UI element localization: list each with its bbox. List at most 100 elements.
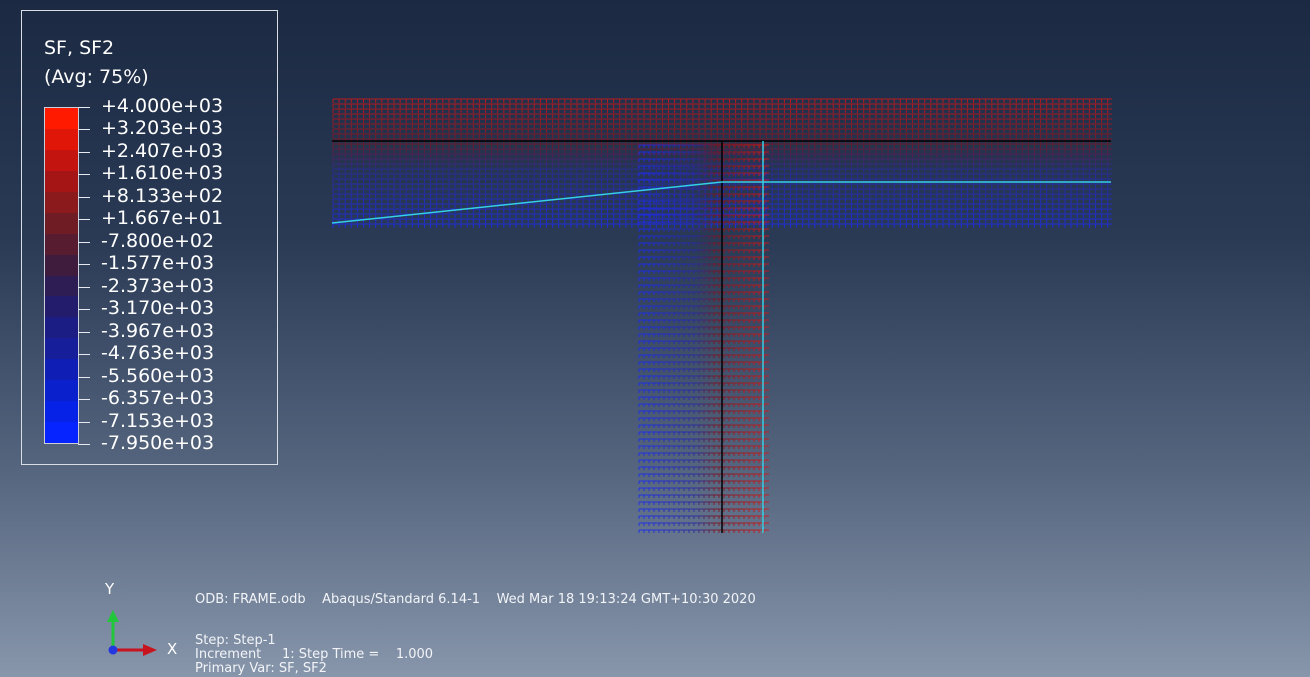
legend-label: -7.800e+02 bbox=[101, 230, 215, 252]
legend-label: -4.763e+03 bbox=[101, 342, 215, 364]
legend-swatch bbox=[45, 149, 78, 171]
x-axis-label: X bbox=[167, 640, 178, 658]
column-arrow-column bbox=[758, 144, 764, 533]
beam-arrow-row bbox=[332, 128, 1112, 133]
legend-label: -6.357e+03 bbox=[101, 387, 215, 409]
column-arrow-column bbox=[713, 144, 719, 533]
column-contour-plot bbox=[638, 144, 769, 533]
legend-label: +4.000e+03 bbox=[101, 95, 224, 117]
triad-axes bbox=[107, 610, 157, 656]
column-arrow-column bbox=[753, 144, 759, 533]
odb-info-line: ODB: FRAME.odb Abaqus/Standard 6.14-1 We… bbox=[195, 592, 756, 607]
legend-tick bbox=[78, 422, 90, 423]
column-arrow-column bbox=[693, 144, 699, 533]
legend-averaging: (Avg: 75%) bbox=[44, 66, 149, 88]
legend-label: -5.560e+03 bbox=[101, 365, 215, 387]
legend-swatch bbox=[45, 212, 78, 234]
legend-tick bbox=[78, 264, 90, 265]
column-arrow-column bbox=[728, 144, 734, 533]
legend-tick bbox=[78, 377, 90, 378]
beam-arrow-row bbox=[332, 98, 1112, 103]
legend-tick bbox=[78, 354, 90, 355]
column-arrow-column bbox=[748, 144, 754, 533]
column-arrow-column bbox=[763, 144, 769, 533]
beam-contour-plot bbox=[332, 98, 1112, 228]
step-info: Step: Step-1 Increment 1: Step Time = 1.0… bbox=[195, 634, 433, 676]
column-arrow-column bbox=[708, 144, 714, 533]
column-arrow-column bbox=[658, 144, 664, 533]
x-arrow-head bbox=[143, 644, 157, 656]
column-arrow-column bbox=[703, 144, 709, 533]
beam-arrow-row bbox=[332, 103, 1112, 108]
coordinate-triad: Y X bbox=[95, 580, 195, 660]
legend-tick bbox=[78, 242, 90, 243]
legend-label: +1.667e+01 bbox=[101, 207, 224, 229]
legend-label: +2.407e+03 bbox=[101, 140, 224, 162]
legend-label: -7.950e+03 bbox=[101, 432, 215, 454]
legend-swatch bbox=[45, 275, 78, 297]
legend-swatch bbox=[45, 233, 78, 255]
column-arrow-column bbox=[733, 144, 739, 533]
column-arrow-column bbox=[743, 144, 749, 533]
column-arrow-column bbox=[678, 144, 684, 533]
solver-version: Abaqus/Standard 6.14-1 bbox=[322, 592, 481, 607]
legend-label: +3.203e+03 bbox=[101, 117, 224, 139]
model-viewport[interactable] bbox=[0, 0, 1310, 580]
legend-tick bbox=[78, 174, 90, 175]
legend-tick bbox=[78, 197, 90, 198]
analysis-datetime: Wed Mar 18 19:13:24 GMT+10:30 2020 bbox=[496, 592, 756, 607]
legend-swatch bbox=[45, 401, 78, 423]
legend-tick bbox=[78, 107, 90, 108]
odb-name: ODB: FRAME.odb bbox=[195, 592, 306, 607]
column-arrow-column bbox=[698, 144, 704, 533]
legend-swatch bbox=[45, 191, 78, 213]
z-axis-dot bbox=[108, 645, 118, 655]
contour-legend: SF, SF2 (Avg: 75%) +4.000e+03 +3.203e+03 +… bbox=[21, 10, 278, 465]
legend-tick bbox=[78, 332, 90, 333]
y-arrow-head bbox=[107, 610, 119, 622]
legend-label: -3.170e+03 bbox=[101, 297, 215, 319]
legend-swatch bbox=[45, 170, 78, 192]
legend-label: -1.577e+03 bbox=[101, 252, 215, 274]
column-arrow-column bbox=[663, 144, 669, 533]
legend-swatch bbox=[45, 359, 78, 381]
legend-swatch bbox=[45, 128, 78, 150]
beam-arrow-row bbox=[332, 108, 1112, 113]
legend-tick bbox=[78, 399, 90, 400]
column-arrow-column bbox=[673, 144, 679, 533]
legend-tick bbox=[78, 219, 90, 220]
column-arrow-column bbox=[683, 144, 689, 533]
y-axis-label: Y bbox=[105, 580, 115, 598]
column-arrow-column bbox=[653, 144, 659, 533]
legend-title: SF, SF2 bbox=[44, 37, 115, 59]
legend-tick bbox=[78, 287, 90, 288]
primary-variable: Primary Var: SF, SF2 bbox=[195, 661, 327, 676]
column-arrow-column bbox=[648, 144, 654, 533]
legend-swatch bbox=[45, 108, 78, 129]
beam-arrow-row bbox=[332, 133, 1112, 138]
column-arrow-column bbox=[738, 144, 744, 533]
legend-label: +8.133e+02 bbox=[101, 185, 224, 207]
legend-label: +1.610e+03 bbox=[101, 162, 224, 184]
legend-tick bbox=[78, 444, 90, 445]
column-arrow-column bbox=[723, 144, 729, 533]
column-arrow-column bbox=[668, 144, 674, 533]
legend-tick bbox=[78, 129, 90, 130]
beam-arrow-row bbox=[332, 113, 1112, 118]
column-arrow-column bbox=[688, 144, 694, 533]
legend-swatch bbox=[45, 317, 78, 339]
deformed-shape-beam bbox=[331, 181, 1111, 224]
increment-info: Increment 1: Step Time = 1.000 bbox=[195, 647, 434, 662]
legend-swatch bbox=[45, 296, 78, 318]
legend-color-bar bbox=[44, 107, 79, 444]
legend-swatch bbox=[45, 422, 78, 443]
legend-swatch bbox=[45, 338, 78, 360]
legend-swatch bbox=[45, 254, 78, 276]
legend-label: -3.967e+03 bbox=[101, 320, 215, 342]
legend-swatch bbox=[45, 380, 78, 402]
legend-tick bbox=[78, 152, 90, 153]
legend-tick bbox=[78, 309, 90, 310]
beam-arrow-row bbox=[332, 118, 1112, 123]
legend-label: -2.373e+03 bbox=[101, 275, 215, 297]
legend-label: -7.153e+03 bbox=[101, 410, 215, 432]
